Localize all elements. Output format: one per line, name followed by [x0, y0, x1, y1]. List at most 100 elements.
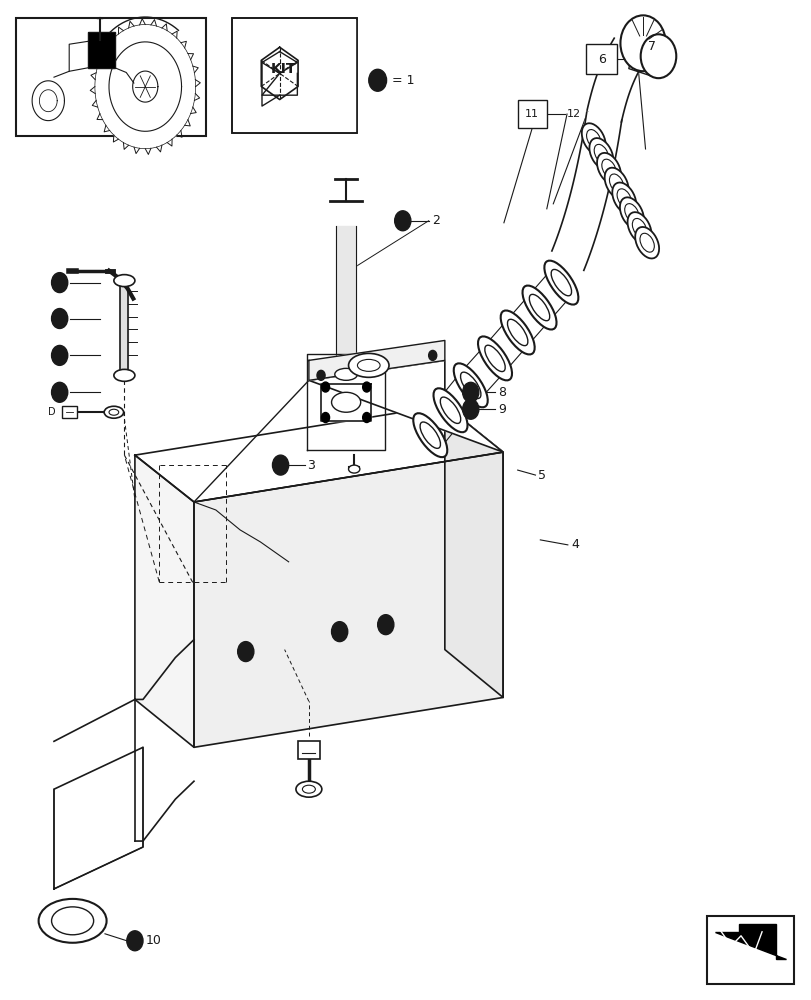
- Bar: [232, 18, 357, 133]
- Ellipse shape: [543, 261, 577, 305]
- Circle shape: [316, 370, 324, 380]
- Ellipse shape: [639, 233, 654, 252]
- Circle shape: [51, 309, 67, 328]
- Circle shape: [51, 273, 67, 293]
- Circle shape: [51, 382, 67, 402]
- Bar: [62, 406, 76, 418]
- Ellipse shape: [634, 227, 659, 258]
- Bar: [232, 18, 357, 133]
- Polygon shape: [321, 384, 371, 421]
- Ellipse shape: [39, 899, 106, 943]
- Polygon shape: [461, 345, 504, 399]
- Bar: [16, 18, 206, 136]
- Ellipse shape: [104, 406, 123, 418]
- Ellipse shape: [114, 369, 135, 381]
- Text: D: D: [48, 407, 55, 417]
- Polygon shape: [529, 269, 571, 321]
- Bar: [706, 916, 793, 984]
- Text: 4: 4: [570, 538, 578, 551]
- Polygon shape: [336, 226, 355, 372]
- Ellipse shape: [413, 413, 447, 457]
- Circle shape: [428, 350, 436, 360]
- Ellipse shape: [419, 422, 440, 448]
- Ellipse shape: [601, 159, 616, 178]
- Text: 2: 2: [431, 214, 440, 227]
- Bar: [586, 44, 616, 74]
- Circle shape: [127, 931, 143, 951]
- Ellipse shape: [604, 168, 628, 199]
- Ellipse shape: [594, 144, 607, 163]
- Ellipse shape: [521, 286, 556, 330]
- Polygon shape: [308, 360, 503, 452]
- Text: 10: 10: [145, 934, 161, 947]
- Ellipse shape: [357, 359, 380, 371]
- Text: 12: 12: [566, 109, 581, 119]
- Ellipse shape: [619, 197, 643, 229]
- Bar: [517, 100, 546, 128]
- Polygon shape: [54, 699, 135, 751]
- Circle shape: [331, 622, 347, 642]
- Ellipse shape: [586, 130, 600, 148]
- Text: 11: 11: [525, 109, 539, 119]
- Circle shape: [363, 382, 371, 392]
- Ellipse shape: [453, 363, 487, 407]
- Polygon shape: [88, 32, 114, 68]
- Polygon shape: [440, 373, 480, 423]
- Ellipse shape: [616, 189, 631, 208]
- Ellipse shape: [331, 392, 360, 412]
- Polygon shape: [551, 112, 621, 270]
- Text: 8: 8: [498, 386, 505, 399]
- Ellipse shape: [627, 212, 650, 244]
- Polygon shape: [444, 405, 503, 697]
- Ellipse shape: [632, 218, 646, 237]
- Circle shape: [394, 211, 410, 231]
- Bar: [297, 741, 320, 759]
- Ellipse shape: [51, 907, 93, 935]
- Polygon shape: [234, 20, 355, 131]
- Text: 3: 3: [307, 459, 315, 472]
- Polygon shape: [586, 38, 642, 122]
- Ellipse shape: [295, 781, 321, 797]
- Ellipse shape: [478, 336, 512, 380]
- Ellipse shape: [624, 204, 638, 223]
- Circle shape: [272, 455, 288, 475]
- Circle shape: [51, 345, 67, 365]
- Polygon shape: [307, 354, 384, 450]
- Ellipse shape: [348, 465, 359, 473]
- Ellipse shape: [529, 294, 549, 321]
- Text: 7: 7: [647, 40, 655, 53]
- Ellipse shape: [581, 123, 605, 155]
- Circle shape: [462, 399, 478, 419]
- Polygon shape: [95, 25, 195, 149]
- Polygon shape: [628, 34, 660, 77]
- Polygon shape: [32, 81, 64, 121]
- Circle shape: [363, 413, 371, 422]
- Circle shape: [368, 69, 386, 91]
- Ellipse shape: [484, 345, 504, 372]
- Circle shape: [321, 413, 329, 422]
- Polygon shape: [54, 747, 143, 889]
- Polygon shape: [507, 294, 549, 346]
- Circle shape: [321, 382, 329, 392]
- Ellipse shape: [611, 183, 636, 214]
- Ellipse shape: [460, 372, 480, 399]
- Polygon shape: [308, 340, 444, 380]
- Ellipse shape: [114, 275, 135, 287]
- Circle shape: [620, 15, 665, 71]
- Polygon shape: [484, 319, 527, 372]
- Ellipse shape: [507, 319, 527, 346]
- Circle shape: [377, 615, 393, 635]
- Circle shape: [640, 34, 676, 78]
- Polygon shape: [135, 455, 194, 747]
- Ellipse shape: [334, 368, 357, 380]
- Ellipse shape: [302, 785, 315, 793]
- Text: 5: 5: [537, 469, 545, 482]
- Text: 9: 9: [498, 403, 505, 416]
- Ellipse shape: [500, 310, 534, 354]
- Text: = 1: = 1: [392, 74, 414, 87]
- Ellipse shape: [589, 138, 612, 170]
- Circle shape: [238, 642, 254, 662]
- Ellipse shape: [433, 388, 467, 432]
- Polygon shape: [194, 452, 503, 747]
- Text: KIT: KIT: [271, 62, 296, 76]
